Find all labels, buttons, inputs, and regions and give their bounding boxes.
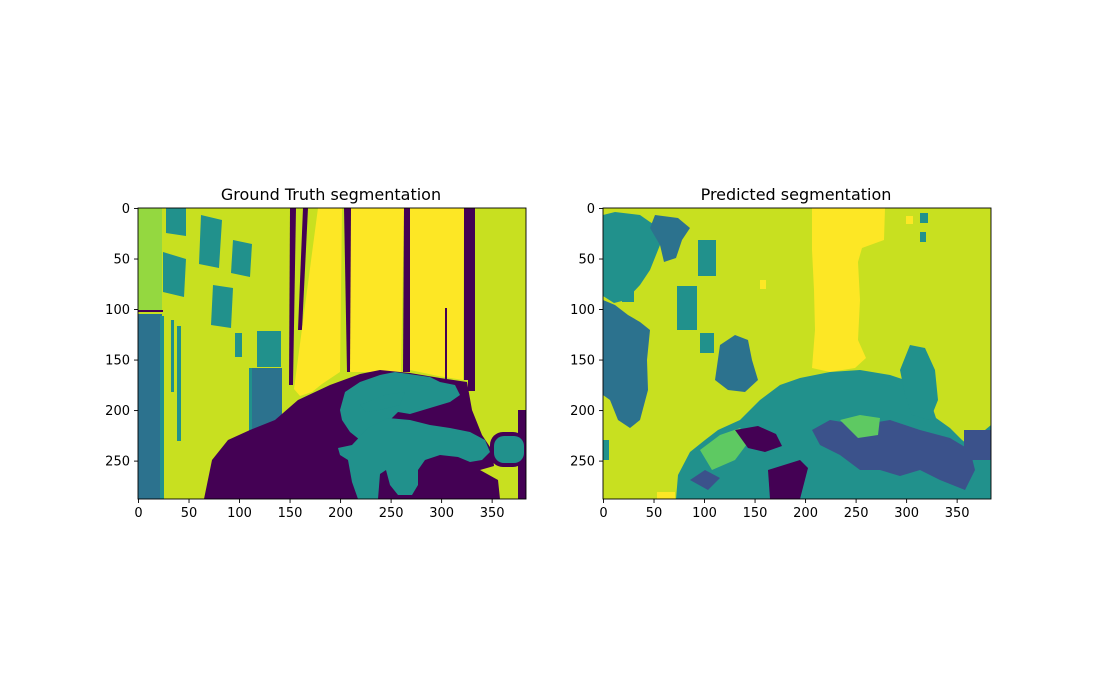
ground-truth-x-axis: 0 50 100 150 200 250 300 350 <box>134 499 505 521</box>
predicted-panel: Predicted segmentation <box>570 185 992 521</box>
pred-frame <box>603 440 609 460</box>
predicted-image <box>603 208 991 499</box>
ground-truth-y-axis: 0 50 100 150 200 250 <box>105 202 138 470</box>
x-tick-label: 100 <box>227 506 252 521</box>
pred-blob <box>735 426 782 452</box>
y-tick-label: 150 <box>105 354 130 369</box>
x-tick-label: 0 <box>134 506 142 521</box>
gt-cabinet-edge <box>160 316 164 499</box>
pred-blob <box>715 335 758 392</box>
predicted-frame <box>602 207 992 500</box>
pred-small-patch <box>920 232 926 242</box>
pred-frame <box>700 333 714 353</box>
ground-truth-title: Ground Truth segmentation <box>221 185 441 204</box>
predicted-title: Predicted segmentation <box>701 185 892 204</box>
y-tick-label: 200 <box>105 404 130 419</box>
x-tick-label: 150 <box>743 506 768 521</box>
pred-blob <box>690 470 720 490</box>
pred-blob <box>840 415 880 438</box>
x-tick-label: 50 <box>181 506 198 521</box>
ground-truth-image <box>138 208 526 499</box>
gt-teal-object <box>340 372 460 440</box>
pred-top-left-blob <box>603 212 662 303</box>
x-tick-label: 250 <box>379 506 404 521</box>
gt-curtain-rod <box>464 208 468 380</box>
x-tick-label: 300 <box>894 506 919 521</box>
y-tick-label: 100 <box>570 303 595 318</box>
x-tick-label: 100 <box>692 506 717 521</box>
pred-small-patch <box>760 280 766 289</box>
gt-curtain-rod <box>298 208 308 330</box>
pred-blob <box>900 345 938 420</box>
gt-frame <box>199 215 222 268</box>
pred-frame <box>698 240 716 276</box>
x-tick-label: 350 <box>480 506 505 521</box>
y-tick-label: 250 <box>105 455 130 470</box>
y-tick-label: 150 <box>570 354 595 369</box>
gt-cabinet <box>138 314 162 499</box>
gt-frame <box>211 285 233 328</box>
y-tick-label: 200 <box>570 404 595 419</box>
x-tick-label: 350 <box>945 506 970 521</box>
pred-blob <box>768 460 808 499</box>
gt-curtain <box>294 208 342 396</box>
y-tick-label: 100 <box>105 303 130 318</box>
gt-right-object <box>494 436 524 463</box>
pred-bottom-patch <box>657 492 675 499</box>
gt-dark-strip <box>138 310 163 312</box>
y-tick-label: 250 <box>570 455 595 470</box>
gt-door-edge <box>249 368 252 432</box>
gt-teal-object <box>360 392 405 412</box>
pred-top-left-blob <box>650 215 690 262</box>
x-tick-label: 200 <box>793 506 818 521</box>
x-tick-label: 250 <box>844 506 869 521</box>
pred-small-patch <box>920 213 928 223</box>
x-tick-label: 300 <box>429 506 454 521</box>
gt-frame <box>163 252 186 297</box>
y-tick-label: 0 <box>587 202 595 217</box>
gt-curtain <box>348 208 404 372</box>
x-tick-label: 50 <box>646 506 663 521</box>
gt-frame <box>166 208 186 236</box>
pred-blob <box>812 420 975 490</box>
gt-thin-rod <box>445 308 447 380</box>
gt-frame <box>257 331 281 367</box>
gt-curtain <box>410 208 464 380</box>
gt-thin-strip <box>177 326 181 441</box>
gt-thin-strip <box>171 320 174 392</box>
gt-teal-object <box>338 418 490 499</box>
y-tick-label: 50 <box>113 253 130 268</box>
pred-cabinet <box>603 300 650 428</box>
y-tick-label: 50 <box>578 253 595 268</box>
y-tick-label: 0 <box>122 202 130 217</box>
pred-small-patch <box>906 216 913 224</box>
pred-curtain <box>812 208 885 372</box>
gt-frame <box>235 333 242 357</box>
gt-light-region <box>138 208 162 311</box>
x-tick-label: 150 <box>278 506 303 521</box>
pred-frame <box>622 282 634 302</box>
gt-curtain-rod <box>289 208 296 385</box>
x-tick-label: 200 <box>328 506 353 521</box>
pred-frame <box>677 286 697 330</box>
ground-truth-panel: Ground Truth segmentation <box>105 185 527 521</box>
gt-curtain-rod <box>403 208 410 372</box>
gt-curtain-rod <box>344 208 351 372</box>
predicted-x-axis: 0 50 100 150 200 250 300 350 <box>599 499 970 521</box>
gt-frame <box>231 240 252 277</box>
pred-right-patch <box>964 430 991 460</box>
pred-blob <box>700 428 750 470</box>
gt-thin-rod <box>468 208 475 391</box>
ground-truth-frame <box>137 207 527 500</box>
x-tick-label: 0 <box>599 506 607 521</box>
predicted-y-axis: 0 50 100 150 200 250 <box>570 202 603 470</box>
